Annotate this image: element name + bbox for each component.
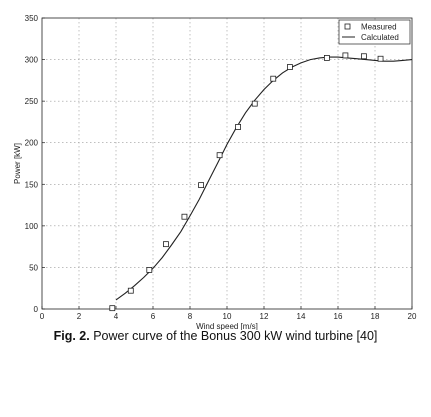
measured-point xyxy=(323,55,330,61)
y-axis-title: Power [kW] xyxy=(13,143,22,184)
y-tick-label: 50 xyxy=(29,263,38,272)
measured-point xyxy=(127,287,134,294)
measured-point xyxy=(360,53,367,60)
x-tick-label: 16 xyxy=(334,312,343,321)
measured-point xyxy=(251,100,258,107)
x-axis-title: Wind speed [m/s] xyxy=(196,322,258,330)
x-tick-label: 0 xyxy=(40,312,45,321)
y-tick-label: 100 xyxy=(25,222,39,231)
legend-marker-measured xyxy=(344,23,351,30)
measured-point xyxy=(198,182,205,189)
measured-point xyxy=(270,75,277,82)
data-series xyxy=(109,52,413,312)
x-tick-label: 4 xyxy=(114,312,119,321)
y-tick-label: 0 xyxy=(34,305,39,314)
figure-caption: Fig. 2. Power curve of the Bonus 300 kW … xyxy=(0,329,431,343)
x-tick-label: 12 xyxy=(260,312,269,321)
x-tick-label: 14 xyxy=(297,312,306,321)
calculated-curve xyxy=(115,56,413,301)
measured-point xyxy=(109,305,116,312)
figure-caption-text: Power curve of the Bonus 300 kW wind tur… xyxy=(93,329,378,343)
measured-point xyxy=(342,52,349,59)
figure-caption-label: Fig. 2. xyxy=(53,329,90,343)
y-tick-label: 150 xyxy=(25,180,39,189)
measured-point xyxy=(146,267,153,273)
x-tick-label: 8 xyxy=(188,312,193,321)
y-tick-label: 200 xyxy=(25,139,39,148)
measured-point xyxy=(216,152,223,159)
x-tick-label: 2 xyxy=(77,312,82,321)
legend-box xyxy=(338,19,411,45)
x-tick-label: 10 xyxy=(223,312,232,321)
x-tick-label: 6 xyxy=(151,312,156,321)
measured-point xyxy=(163,241,169,248)
legend-label-calculated: Calculated xyxy=(361,33,399,42)
measured-point xyxy=(235,124,242,130)
chart-grid xyxy=(42,18,412,309)
y-tick-label: 300 xyxy=(25,56,39,65)
legend-label-measured: Measured xyxy=(361,23,397,32)
x-tick-label: 20 xyxy=(408,312,417,321)
y-tick-label: 350 xyxy=(25,14,39,23)
y-tick-label: 250 xyxy=(25,97,39,106)
chart-legend: Measured Calculated xyxy=(338,19,411,45)
measured-point xyxy=(377,55,384,62)
measured-point xyxy=(181,213,188,220)
x-tick-label: 18 xyxy=(371,312,380,321)
measured-point xyxy=(286,64,293,70)
